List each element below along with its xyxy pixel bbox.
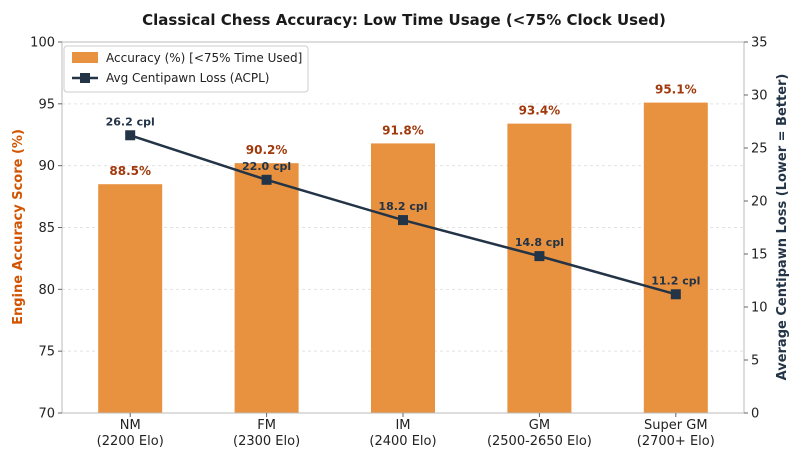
left-tick-label-6: 100: [30, 36, 55, 51]
bars: [98, 102, 708, 414]
right-tick-label-7: 35: [751, 36, 768, 51]
bar-2: [371, 143, 435, 413]
category-sublabel-4: (2700+ Elo): [637, 434, 715, 449]
acpl-marker-2: [398, 215, 408, 226]
bar-labels: 88.5% 90.2% 91.8% 93.4% 95.1%: [109, 83, 696, 179]
acpl-marker-3: [534, 251, 545, 262]
left-tick-label-3: 85: [38, 221, 55, 236]
category-labels: NM(2200 Elo)FM(2300 Elo)IM(2400 Elo)GM(2…: [97, 413, 715, 449]
category-label-4: Super GM: [644, 418, 708, 433]
right-tick-label-4: 20: [751, 195, 768, 210]
right-tick-label-3: 15: [751, 248, 768, 263]
right-tick-label-5: 25: [751, 142, 768, 157]
acpl-marker-4: [670, 289, 681, 300]
legend-line-marker: [80, 73, 90, 83]
bar-value-label-2: 91.8%: [382, 123, 424, 137]
right-tick-label-1: 5: [751, 354, 759, 369]
right-tick-label-6: 30: [751, 89, 768, 104]
category-label-1: FM: [257, 418, 276, 433]
bar-value-label-0: 88.5%: [109, 164, 151, 178]
bar-value-label-3: 93.4%: [519, 104, 561, 118]
bar-0: [98, 184, 163, 413]
legend-line-label: Avg Centipawn Loss (ACPL): [106, 71, 269, 85]
legend-bar-label: Accuracy (%) [<75% Time Used]: [106, 51, 302, 65]
category-label-3: GM: [529, 418, 550, 433]
bar-4: [643, 102, 708, 413]
category-label-2: IM: [395, 418, 410, 433]
left-tick-label-4: 90: [38, 159, 55, 174]
left-tick-label-1: 75: [38, 345, 55, 360]
bar-value-label-1: 90.2%: [246, 143, 288, 157]
category-label-0: NM: [120, 418, 141, 433]
left-tick-label-5: 95: [38, 97, 55, 112]
right-tick-label-0: 0: [751, 407, 759, 422]
right-tick-label-2: 10: [751, 301, 768, 316]
acpl-marker-1: [261, 174, 272, 185]
line-series: [125, 130, 681, 300]
category-sublabel-1: (2300 Elo): [233, 434, 300, 449]
bar-3: [507, 123, 572, 414]
left-tick-label-0: 70: [38, 407, 55, 422]
acpl-value-label-4: 11.2 cpl: [651, 274, 700, 287]
acpl-value-label-2: 18.2 cpl: [378, 200, 427, 213]
bar-1: [234, 163, 299, 413]
acpl-value-label-3: 14.8 cpl: [515, 236, 564, 249]
legend-bar-swatch: [72, 52, 98, 63]
right-axis-ticks: 0 5 10 15 20 25 30 35: [744, 36, 768, 422]
right-axis-label: Average Centipawn Loss (Lower = Better): [775, 74, 790, 381]
category-sublabel-2: (2400 Elo): [369, 434, 436, 449]
legend-box: [63, 45, 309, 93]
left-axis-label: Engine Accuracy Score (%): [11, 129, 26, 325]
acpl-value-label-0: 26.2 cpl: [106, 115, 155, 128]
acpl-marker-0: [125, 130, 136, 141]
acpl-value-label-1: 22.0 cpl: [242, 160, 291, 173]
left-tick-label-2: 80: [38, 283, 55, 298]
line-labels: 26.2 cpl 22.0 cpl 18.2 cpl 14.8 cpl 11.2 cpl: [106, 115, 701, 287]
left-axis-ticks: 70 75 80 85 90 95 100: [30, 36, 62, 422]
chart-title: Classical Chess Accuracy: Low Time Usage…: [142, 11, 666, 29]
category-sublabel-0: (2200 Elo): [97, 434, 164, 449]
bar-value-label-4: 95.1%: [655, 83, 697, 97]
category-sublabel-3: (2500-2650 Elo): [487, 434, 592, 449]
legend: Accuracy (%) [<75% Time Used] Avg Centip…: [63, 45, 309, 93]
